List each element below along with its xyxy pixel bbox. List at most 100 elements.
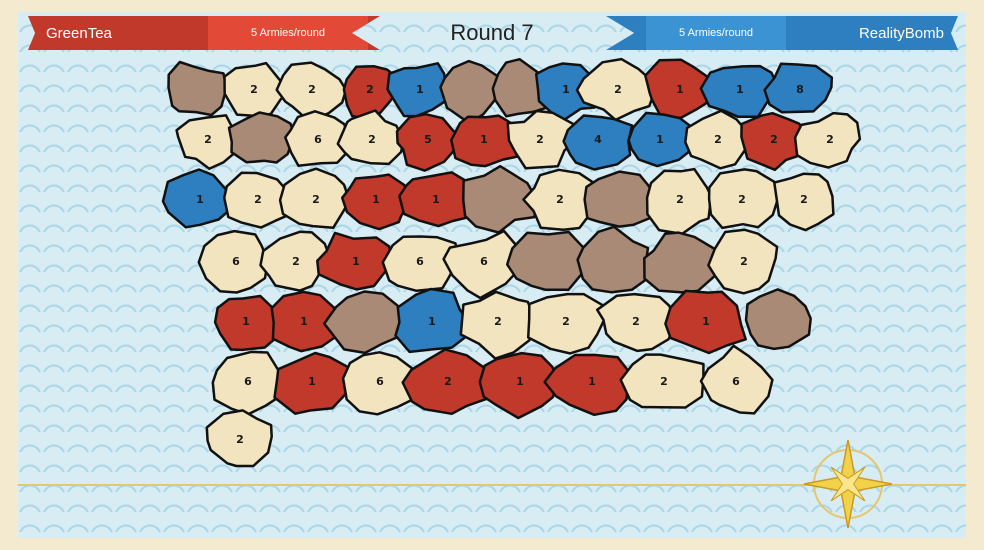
territory-shape[interactable] [161,168,234,229]
territory-shape[interactable] [543,353,630,417]
territory-shape[interactable] [381,235,461,293]
territory-shape[interactable] [394,287,472,354]
territory[interactable]: 2 [401,348,490,416]
territory-shape[interactable] [699,344,774,415]
territory[interactable]: 2 [259,230,334,292]
territory[interactable]: 2 [595,292,678,353]
territory-shape[interactable] [395,112,466,172]
territory[interactable]: 6 [699,344,774,415]
territory-shape[interactable] [684,109,747,170]
territory-shape[interactable] [450,114,520,168]
territory-shape[interactable] [398,171,474,228]
territory-shape[interactable] [740,111,812,172]
territory[interactable]: 2 [175,114,242,171]
territory-shape[interactable] [340,173,412,231]
territory-shape[interactable] [401,348,490,416]
territory-shape[interactable] [273,351,356,415]
territory-shape[interactable] [619,353,705,409]
territory[interactable]: 6 [197,229,270,294]
territory-shape[interactable] [562,114,634,171]
territory[interactable]: 2 [645,167,713,236]
territory-shape[interactable] [442,229,521,300]
territory-shape[interactable] [175,114,242,171]
territory[interactable] [643,231,721,294]
territory-shape[interactable] [259,230,334,292]
territory-shape[interactable] [534,62,599,121]
territory[interactable]: 1 [398,171,474,228]
territory[interactable]: 2 [278,167,351,229]
territory-shape[interactable] [386,62,449,118]
territory[interactable]: 1 [161,168,234,229]
territory[interactable]: 2 [575,57,657,122]
territory-shape[interactable] [341,351,422,416]
territory[interactable]: 2 [619,353,705,409]
territory-shape[interactable] [575,57,657,122]
territory-shape[interactable] [526,292,607,355]
territory[interactable]: 1 [478,351,561,420]
territory[interactable]: 1 [213,294,285,352]
territory[interactable]: 1 [450,114,520,168]
territory-shape[interactable] [707,168,780,230]
territory[interactable]: 2 [793,111,862,169]
territory[interactable] [322,290,406,355]
territory-shape[interactable] [595,292,678,353]
territory-shape[interactable] [491,57,549,118]
territory-shape[interactable] [227,111,296,164]
territory-shape[interactable] [506,109,576,170]
territory[interactable]: 1 [316,231,396,291]
territory-shape[interactable] [167,60,228,117]
territory-shape[interactable] [793,111,862,169]
territory-shape[interactable] [322,290,406,355]
territory[interactable] [583,170,656,228]
territory[interactable] [744,288,812,351]
territory[interactable] [227,111,296,164]
territory[interactable]: 2 [522,168,599,232]
territory[interactable] [167,60,228,117]
territory[interactable]: 2 [459,290,536,360]
territory[interactable]: 2 [342,64,401,121]
territory[interactable]: 1 [273,351,356,415]
territory[interactable]: 1 [394,287,472,354]
territory[interactable]: 2 [205,409,273,468]
territory-shape[interactable] [205,409,273,468]
territory[interactable] [576,225,650,294]
territory-shape[interactable] [211,350,289,416]
territory[interactable]: 2 [275,61,348,124]
territory[interactable]: 2 [526,292,607,355]
territory[interactable]: 1 [644,58,715,120]
territory[interactable]: 2 [336,109,405,166]
territory[interactable]: 1 [386,62,449,118]
territory-shape[interactable] [459,290,536,360]
territory-shape[interactable] [478,351,561,420]
territory-shape[interactable] [213,294,285,352]
territory[interactable] [462,164,539,234]
territory[interactable]: 2 [222,171,295,229]
territory-shape[interactable] [522,168,599,232]
territory[interactable]: 1 [627,111,693,168]
territory[interactable]: 4 [562,114,634,171]
territory[interactable]: 1 [270,290,343,353]
territory-shape[interactable] [197,229,270,294]
territory[interactable]: 2 [707,228,779,295]
territory[interactable]: 1 [543,353,630,417]
territory-shape[interactable] [773,172,835,232]
territory-shape[interactable] [505,230,591,292]
territory-shape[interactable] [644,58,715,120]
regions-layer[interactable]: 2 2 2 1 1 2 1 1 8 2 6 2 5 1 2 4 1 2 2 2 1 2 2 1 1 2 2 2 2 6 2 1 6 6 2 1 1 1 2 2… [161,57,862,468]
territory[interactable]: 2 [707,168,780,230]
territory-shape[interactable] [643,231,721,294]
territory[interactable]: 2 [506,109,576,170]
territory-shape[interactable] [462,164,539,234]
territory-shape[interactable] [744,288,812,351]
territory[interactable]: 8 [763,62,834,114]
territory-shape[interactable] [627,111,693,168]
territory[interactable]: 6 [284,110,350,167]
territory[interactable]: 1 [340,173,412,231]
territory-shape[interactable] [316,231,396,291]
territory-shape[interactable] [275,61,348,124]
territory[interactable]: 1 [664,289,747,355]
territory-shape[interactable] [222,171,295,229]
territory-shape[interactable] [439,59,502,125]
territory[interactable]: 1 [534,62,599,121]
